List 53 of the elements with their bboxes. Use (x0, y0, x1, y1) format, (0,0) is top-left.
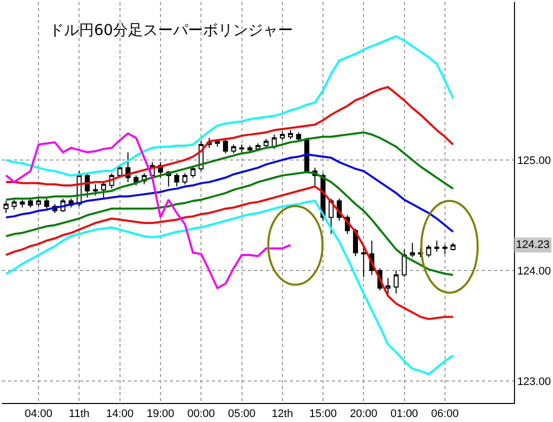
candlestick (231, 144, 236, 154)
line-series (5, 86, 454, 186)
candlestick (450, 242, 456, 252)
candlestick (44, 198, 50, 210)
line-series (5, 171, 454, 276)
x-tick-label: 20:00 (350, 408, 378, 420)
text: 124.23 (516, 239, 550, 251)
x-tick-label: 14:00 (106, 408, 134, 420)
y-tick-label: 124.00 (517, 265, 551, 278)
candlestick (101, 182, 106, 198)
line-series (5, 131, 454, 201)
candlestick (394, 270, 399, 294)
candlestick (36, 198, 42, 207)
x-tick-label: 06:00 (431, 408, 459, 420)
candlestick (28, 198, 33, 208)
candlestick (442, 244, 448, 254)
candlestick (426, 244, 432, 258)
candlestick (361, 246, 366, 278)
x-tick-label: 04:00 (24, 408, 52, 420)
candlestick (288, 130, 293, 140)
text: ドル円60分足スーパーボリンジャー (49, 21, 294, 39)
candlestick (190, 166, 196, 178)
candlestick (134, 174, 139, 186)
x-tick-label: 05:00 (228, 408, 256, 420)
y-tick-label: 123.00 (517, 376, 551, 388)
candlestick (434, 240, 440, 252)
x-tick-label: 00:00 (187, 408, 215, 420)
candlestick (12, 199, 17, 210)
line-series (5, 35, 454, 176)
candlestick (4, 200, 9, 214)
candlestick (174, 172, 180, 187)
candlestick (223, 138, 228, 154)
candlestick (239, 144, 244, 153)
line-series (5, 185, 454, 320)
line-series (5, 200, 454, 376)
x-tick-label: 19:00 (146, 408, 174, 420)
candlestick (247, 145, 252, 153)
x-tick-label: 15:00 (309, 408, 337, 420)
candlestick (20, 199, 25, 208)
candlestick (410, 242, 415, 258)
y-tick-label: 125.00 (517, 154, 551, 167)
candlestick (92, 184, 98, 196)
candlestick (402, 248, 407, 278)
line-series (5, 153, 454, 233)
candlestick (280, 130, 285, 141)
x-tick-label: 11th (68, 408, 90, 420)
candlestick (386, 278, 391, 294)
x-tick-label: 01:00 (390, 408, 418, 420)
candlestick (264, 138, 269, 148)
candlestick (296, 132, 302, 142)
x-tick-label: 12th (272, 408, 294, 420)
candlestick (182, 172, 188, 185)
line-series (5, 132, 292, 290)
